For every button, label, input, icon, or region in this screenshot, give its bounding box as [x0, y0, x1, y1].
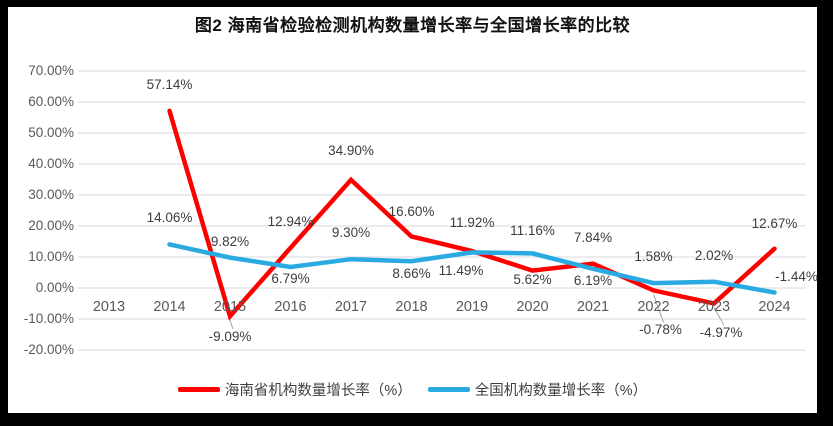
- chart-legend: 海南省机构数量增长率（%） 全国机构数量增长率（%）: [8, 379, 817, 400]
- series-line-national: [167, 242, 777, 295]
- label-leader-line: [653, 294, 664, 323]
- chart-plot-area: [78, 70, 806, 351]
- legend-label-national: 全国机构数量增长率（%）: [474, 383, 648, 399]
- legend-line-swatch-blue: [427, 387, 470, 392]
- legend-label-hainan: 海南省机构数量增长率（%）: [224, 383, 412, 399]
- legend-item-national: 全国机构数量增长率（%）: [427, 379, 648, 400]
- label-leader-line: [713, 307, 725, 326]
- legend-line-swatch-red: [177, 387, 220, 392]
- legend-item-hainan: 海南省机构数量增长率（%）: [177, 379, 412, 400]
- chart-canvas: [8, 7, 817, 413]
- series-line-hainan: [167, 108, 777, 321]
- chart-title: 图2 海南省检验检测机构数量增长率与全国增长率的比较: [194, 16, 631, 35]
- label-leader-line: [229, 320, 234, 330]
